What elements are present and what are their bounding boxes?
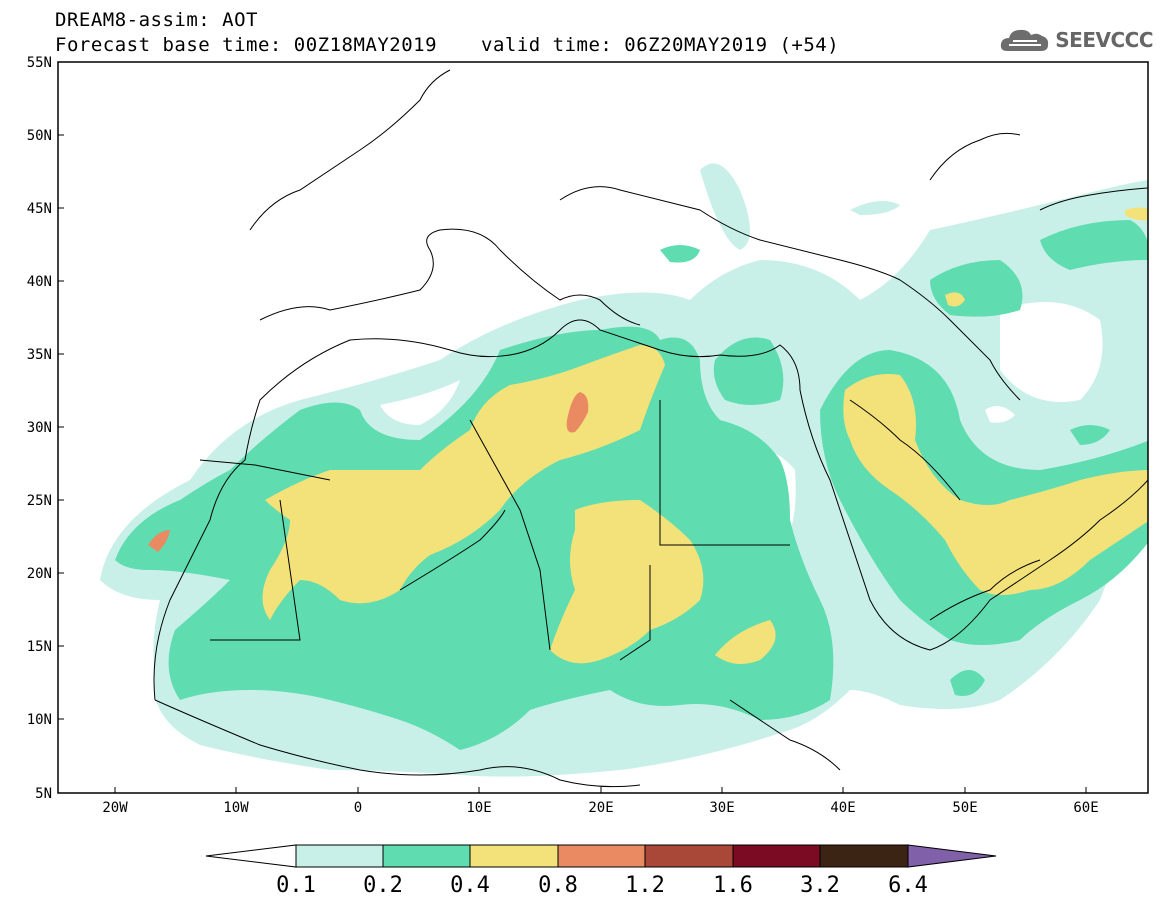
lat-label: 50N <box>27 128 52 144</box>
aot-band-0.8 <box>148 392 589 552</box>
lon-label: 50E <box>952 800 977 816</box>
colorbar-swatch <box>644 844 734 868</box>
colorbar-swatch <box>469 844 559 868</box>
lon-label: 60E <box>1073 800 1098 816</box>
lat-label: 20N <box>27 566 52 582</box>
colorbar-label: 1.6 <box>713 873 753 898</box>
lat-label: 15N <box>27 639 52 655</box>
lon-label: 20W <box>102 800 128 816</box>
colorbar-label: 1.2 <box>625 873 665 898</box>
valid-time: valid time: 06Z20MAY2019 (+54) <box>481 34 840 56</box>
colorbar-label: 0.8 <box>538 873 578 898</box>
aot-field <box>100 163 1148 777</box>
lat-label: 35N <box>27 347 52 363</box>
colorbar <box>205 844 997 868</box>
colorbar-swatch <box>819 844 909 868</box>
colorbar-over-arrow <box>907 844 997 868</box>
colorbar-label: 0.2 <box>363 873 403 898</box>
colorbar-label: 6.4 <box>888 873 928 898</box>
lat-label: 10N <box>27 712 52 728</box>
lon-label: 0 <box>354 800 362 816</box>
axis-ticks <box>58 134 1087 793</box>
colorbar-swatch <box>382 844 471 868</box>
colorbar-swatch <box>295 844 384 868</box>
latitude-labels: 55N 50N 45N 40N 35N 30N 25N 20N 15N 10N … <box>27 55 52 802</box>
cloud-logo-icon <box>1001 29 1049 51</box>
colorbar-label: 0.1 <box>276 873 316 898</box>
lat-label: 5N <box>35 786 52 802</box>
map-title: DREAM8-assim: AOT <box>55 9 258 31</box>
lon-label: 40E <box>830 800 855 816</box>
base-time-text: Forecast base time: 00Z18MAY2019 <box>55 34 438 56</box>
colorbar-label: 0.4 <box>450 873 490 898</box>
lat-label: 55N <box>27 55 52 71</box>
colorbar-under-arrow <box>205 844 297 868</box>
coastlines-and-borders <box>153 69 1148 788</box>
colorbar-swatch <box>557 844 646 868</box>
lat-label: 30N <box>27 420 52 436</box>
lon-label: 30E <box>709 800 734 816</box>
seevccc-logo: SEEVCCC <box>999 22 1153 58</box>
lat-label: 40N <box>27 274 52 290</box>
longitude-labels: 20W 10W 0 10E 20E 30E 40E 50E 60E <box>102 800 1098 816</box>
colorbar-labels: 0.1 0.2 0.4 0.8 1.2 1.6 3.2 6.4 <box>276 873 928 898</box>
logo-text: SEEVCCC <box>1055 28 1153 52</box>
lon-label: 10W <box>223 800 249 816</box>
lat-label: 25N <box>27 493 52 509</box>
base-time: Forecast base time: 00Z18MAY2019 valid ti… <box>55 34 839 56</box>
aot-band-0.4 <box>262 207 1148 664</box>
lon-label: 10E <box>466 800 491 816</box>
colorbar-swatch <box>732 844 821 868</box>
lon-label: 20E <box>588 800 613 816</box>
lat-label: 45N <box>27 201 52 217</box>
colorbar-label: 3.2 <box>800 873 840 898</box>
